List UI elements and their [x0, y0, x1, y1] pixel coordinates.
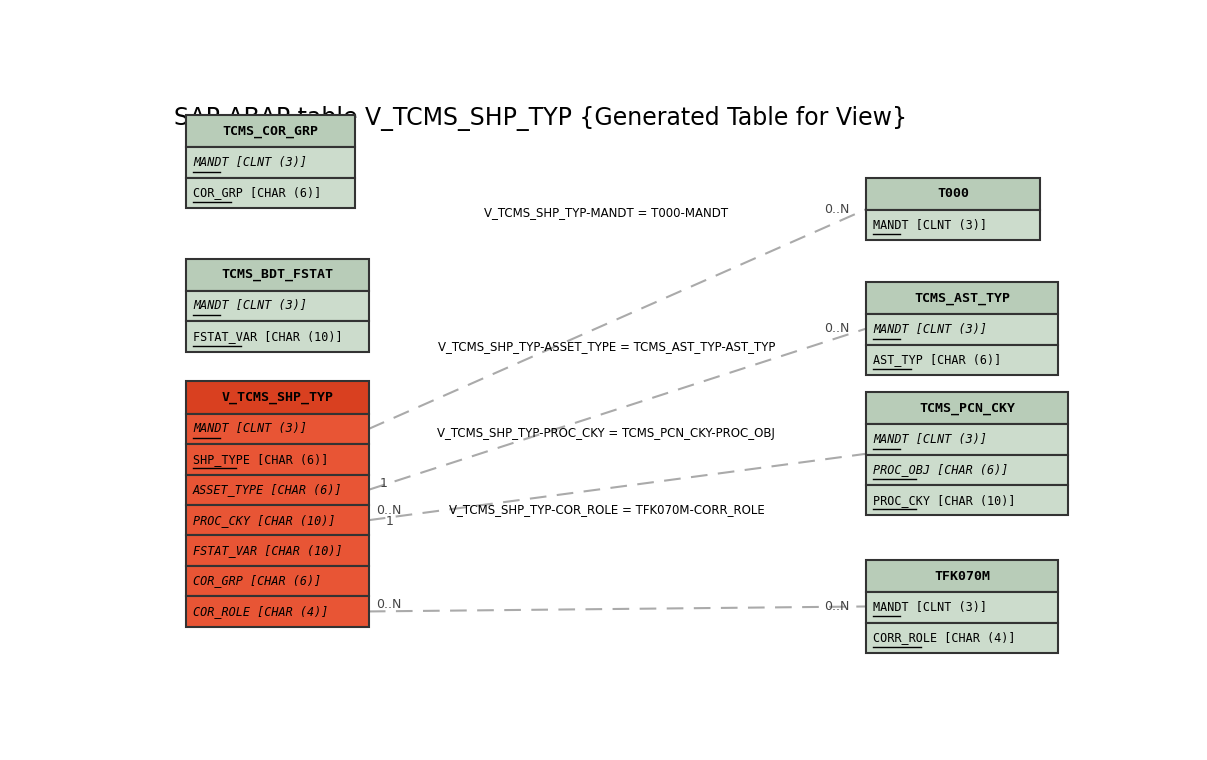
FancyBboxPatch shape: [867, 282, 1059, 314]
Text: COR_GRP [CHAR (6)]: COR_GRP [CHAR (6)]: [193, 575, 321, 587]
Text: 1: 1: [386, 515, 393, 528]
Text: MANDT [CLNT (3)]: MANDT [CLNT (3)]: [193, 156, 307, 169]
FancyBboxPatch shape: [867, 622, 1059, 653]
Text: 0..N: 0..N: [824, 322, 850, 335]
FancyBboxPatch shape: [186, 147, 355, 178]
FancyBboxPatch shape: [186, 321, 369, 352]
FancyBboxPatch shape: [867, 210, 1039, 240]
Text: MANDT [CLNT (3)]: MANDT [CLNT (3)]: [193, 423, 307, 435]
Text: MANDT [CLNT (3)]: MANDT [CLNT (3)]: [193, 299, 307, 312]
FancyBboxPatch shape: [186, 474, 369, 505]
FancyBboxPatch shape: [867, 178, 1039, 210]
FancyBboxPatch shape: [186, 116, 355, 147]
Text: TCMS_AST_TYP: TCMS_AST_TYP: [915, 292, 1010, 305]
Text: MANDT [CLNT (3)]: MANDT [CLNT (3)]: [873, 433, 987, 446]
Text: FSTAT_VAR [CHAR (10)]: FSTAT_VAR [CHAR (10)]: [193, 330, 343, 343]
FancyBboxPatch shape: [867, 314, 1059, 344]
Text: TCMS_BDT_FSTAT: TCMS_BDT_FSTAT: [222, 268, 333, 281]
Text: V_TCMS_SHP_TYP: V_TCMS_SHP_TYP: [222, 391, 333, 404]
FancyBboxPatch shape: [867, 592, 1059, 622]
Text: PROC_OBJ [CHAR (6)]: PROC_OBJ [CHAR (6)]: [873, 464, 1008, 477]
Text: MANDT [CLNT (3)]: MANDT [CLNT (3)]: [873, 219, 987, 232]
Text: SHP_TYPE [CHAR (6)]: SHP_TYPE [CHAR (6)]: [193, 453, 328, 466]
Text: 1: 1: [380, 477, 387, 490]
FancyBboxPatch shape: [186, 291, 369, 321]
Text: V_TCMS_SHP_TYP-ASSET_TYPE = TCMS_AST_TYP-AST_TYP: V_TCMS_SHP_TYP-ASSET_TYPE = TCMS_AST_TYP…: [438, 340, 775, 353]
Text: V_TCMS_SHP_TYP-COR_ROLE = TFK070M-CORR_ROLE: V_TCMS_SHP_TYP-COR_ROLE = TFK070M-CORR_R…: [449, 503, 764, 516]
Text: SAP ABAP table V_TCMS_SHP_TYP {Generated Table for View}: SAP ABAP table V_TCMS_SHP_TYP {Generated…: [174, 106, 908, 131]
Text: V_TCMS_SHP_TYP-PROC_CKY = TCMS_PCN_CKY-PROC_OBJ: V_TCMS_SHP_TYP-PROC_CKY = TCMS_PCN_CKY-P…: [437, 427, 775, 440]
Text: ASSET_TYPE [CHAR (6)]: ASSET_TYPE [CHAR (6)]: [193, 483, 343, 496]
FancyBboxPatch shape: [186, 444, 369, 474]
FancyBboxPatch shape: [186, 258, 369, 291]
Text: PROC_CKY [CHAR (10)]: PROC_CKY [CHAR (10)]: [193, 514, 336, 527]
FancyBboxPatch shape: [186, 535, 369, 565]
FancyBboxPatch shape: [867, 344, 1059, 375]
Text: FSTAT_VAR [CHAR (10)]: FSTAT_VAR [CHAR (10)]: [193, 544, 343, 557]
FancyBboxPatch shape: [186, 505, 369, 535]
FancyBboxPatch shape: [867, 424, 1067, 454]
Text: COR_GRP [CHAR (6)]: COR_GRP [CHAR (6)]: [193, 186, 321, 200]
Text: 0..N: 0..N: [377, 598, 402, 611]
Text: PROC_CKY [CHAR (10)]: PROC_CKY [CHAR (10)]: [873, 494, 1015, 507]
FancyBboxPatch shape: [867, 454, 1067, 485]
Text: TCMS_COR_GRP: TCMS_COR_GRP: [222, 125, 319, 138]
Text: CORR_ROLE [CHAR (4)]: CORR_ROLE [CHAR (4)]: [873, 632, 1015, 644]
FancyBboxPatch shape: [186, 382, 369, 413]
Text: 0..N: 0..N: [824, 600, 850, 613]
FancyBboxPatch shape: [867, 560, 1059, 592]
FancyBboxPatch shape: [186, 413, 369, 444]
Text: AST_TYP [CHAR (6)]: AST_TYP [CHAR (6)]: [873, 353, 1002, 366]
Text: 0..N: 0..N: [824, 203, 850, 216]
FancyBboxPatch shape: [186, 565, 369, 597]
Text: 0..N: 0..N: [377, 505, 402, 518]
Text: T000: T000: [937, 188, 969, 201]
Text: MANDT [CLNT (3)]: MANDT [CLNT (3)]: [873, 601, 987, 614]
FancyBboxPatch shape: [186, 597, 369, 627]
Text: TFK070M: TFK070M: [934, 569, 991, 582]
FancyBboxPatch shape: [186, 178, 355, 208]
Text: COR_ROLE [CHAR (4)]: COR_ROLE [CHAR (4)]: [193, 605, 328, 618]
FancyBboxPatch shape: [867, 392, 1067, 424]
Text: V_TCMS_SHP_TYP-MANDT = T000-MANDT: V_TCMS_SHP_TYP-MANDT = T000-MANDT: [484, 206, 729, 219]
Text: TCMS_PCN_CKY: TCMS_PCN_CKY: [919, 401, 1015, 415]
FancyBboxPatch shape: [867, 485, 1067, 515]
Text: MANDT [CLNT (3)]: MANDT [CLNT (3)]: [873, 323, 987, 336]
